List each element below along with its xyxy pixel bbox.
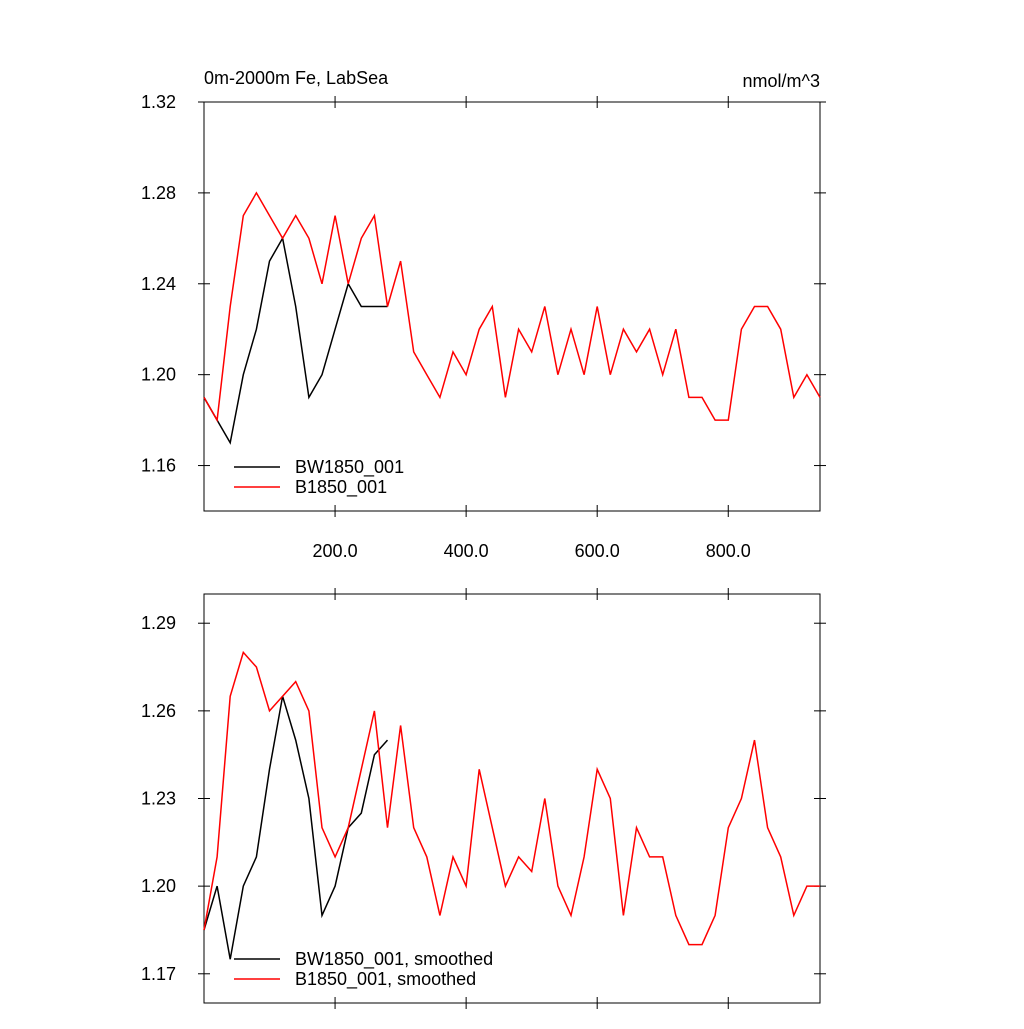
y-tick-label: 1.16 — [141, 456, 176, 476]
legend-label: BW1850_001, smoothed — [295, 949, 493, 970]
y-tick-label: 1.29 — [141, 613, 176, 633]
data-line — [203, 650, 820, 946]
legend-label: B1850_001, smoothed — [295, 969, 476, 990]
y-tick-label: 1.28 — [141, 183, 176, 203]
plot-frame — [203, 593, 821, 1004]
chart-title: 0m-2000m Fe, LabSea — [204, 68, 389, 88]
y-tick-label: 1.23 — [141, 789, 176, 809]
x-tick-label: 600.0 — [575, 541, 620, 561]
y-tick-label: 1.32 — [141, 92, 176, 112]
y-tick-label: 1.26 — [141, 701, 176, 721]
units-label: nmol/m^3 — [743, 71, 820, 91]
data-line — [203, 236, 388, 445]
x-tick-label: 200.0 — [313, 541, 358, 561]
data-line — [203, 696, 389, 960]
y-tick-label: 1.24 — [141, 274, 176, 294]
y-tick-label: 1.20 — [141, 365, 176, 385]
x-tick-label: 800.0 — [706, 541, 751, 561]
plot-frame — [203, 101, 821, 512]
legend-label: BW1850_001 — [295, 457, 404, 478]
y-tick-label: 1.17 — [141, 964, 176, 984]
x-tick-label: 400.0 — [444, 541, 489, 561]
legend-label: B1850_001 — [295, 477, 387, 498]
data-line — [203, 191, 821, 423]
y-tick-label: 1.20 — [141, 876, 176, 896]
